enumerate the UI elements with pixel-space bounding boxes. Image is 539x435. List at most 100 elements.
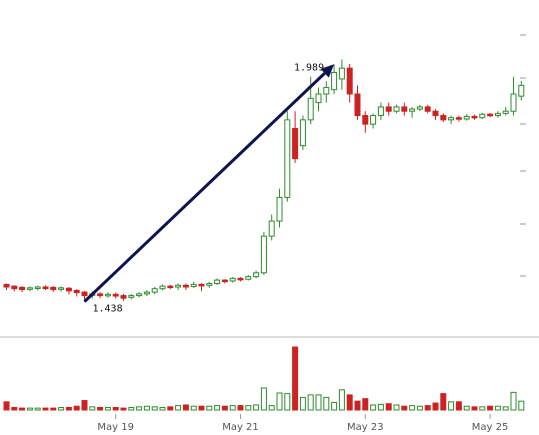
volume-bar	[284, 393, 291, 411]
candles-group	[3, 59, 525, 302]
volume-bar	[206, 405, 213, 411]
volume-bar	[112, 406, 119, 411]
candle-body	[370, 115, 377, 125]
candle-body	[73, 289, 80, 294]
candle-body	[315, 93, 322, 104]
volume-bar	[198, 405, 205, 411]
volume-bar	[479, 406, 486, 411]
volume-bar	[151, 406, 158, 411]
volume-bar	[487, 405, 494, 411]
candle-body	[471, 115, 478, 119]
volume-bar	[315, 394, 322, 411]
candle-body	[151, 288, 158, 293]
volume-bar	[385, 403, 392, 411]
candle-body	[260, 235, 267, 274]
candle-body	[136, 293, 143, 297]
volume-bar	[81, 400, 88, 411]
candle-body	[510, 93, 517, 112]
candle-body	[198, 283, 205, 287]
candle-body	[299, 119, 306, 147]
x-tick-label: May 19	[97, 422, 134, 433]
volume-bar	[292, 346, 299, 411]
volume-bar	[11, 406, 18, 411]
volume-bar	[120, 407, 127, 411]
volume-bar	[323, 396, 330, 411]
annotation-group: 1.989 1.438	[83, 62, 335, 315]
candle-body	[128, 295, 135, 298]
volume-bars-group	[3, 346, 525, 411]
candle-body	[182, 284, 189, 288]
candle-body	[448, 117, 455, 121]
volume-bar	[448, 401, 455, 411]
candle-body	[97, 293, 104, 297]
candle-body	[502, 110, 509, 114]
volume-bar	[182, 404, 189, 411]
volume-bar	[245, 405, 252, 411]
candle-body	[65, 287, 72, 292]
annotation-high-label: 1.989	[294, 62, 324, 73]
candle-body	[143, 291, 150, 295]
x-tick-label: May 21	[222, 422, 259, 433]
candle-body	[167, 285, 174, 289]
candle-body	[331, 71, 338, 91]
volume-bar	[97, 406, 104, 411]
volume-bar	[518, 400, 525, 411]
candle-body	[385, 106, 392, 112]
candle-body	[221, 279, 228, 283]
arrow-line	[83, 72, 326, 303]
volume-bar	[276, 392, 283, 411]
volume-bar	[34, 407, 41, 411]
candle-body	[120, 295, 127, 299]
candle-body	[268, 220, 275, 237]
candle-body	[276, 196, 283, 222]
volume-bar	[440, 393, 447, 411]
volume-bar	[424, 405, 431, 411]
volume-bar	[65, 406, 72, 411]
candle-body	[104, 293, 111, 297]
volume-bar	[463, 405, 470, 411]
candle-body	[401, 106, 408, 112]
candle-body	[245, 276, 252, 280]
candle-body	[11, 285, 18, 290]
volume-bar	[143, 405, 150, 411]
candle-body	[175, 284, 182, 288]
candle-body	[494, 112, 501, 117]
volume-bar	[136, 406, 143, 411]
candle-body	[518, 84, 525, 97]
volume-bar	[19, 407, 26, 411]
volume-bar	[331, 401, 338, 411]
volume-bar	[73, 405, 80, 411]
volume-bar	[175, 405, 182, 411]
candle-body	[42, 286, 49, 289]
volume-bar	[26, 407, 33, 411]
candle-body	[159, 285, 166, 290]
candle-body	[479, 113, 486, 119]
volume-bar	[260, 387, 267, 411]
volume-bar	[377, 403, 384, 411]
candle-body	[26, 287, 33, 290]
candle-body	[190, 283, 197, 288]
volume-bar	[393, 404, 400, 411]
candle-body	[214, 279, 221, 285]
volume-bar	[502, 406, 509, 411]
candle-body	[377, 106, 384, 117]
x-tick-label: May 25	[472, 422, 509, 433]
candle-body	[229, 277, 236, 282]
candle-body	[58, 287, 65, 290]
volume-bar	[58, 406, 65, 411]
candle-body	[81, 291, 88, 297]
candle-body	[440, 115, 447, 121]
annotation-low-label: 1.438	[93, 304, 123, 315]
candle-body	[487, 113, 494, 117]
candle-body	[292, 127, 299, 160]
candle-body	[206, 283, 213, 286]
volume-bar	[3, 401, 10, 411]
volume-bar	[50, 407, 57, 411]
volume-bar	[190, 405, 197, 411]
volume-bar	[268, 405, 275, 411]
volume-bar	[432, 402, 439, 411]
candle-body	[354, 93, 361, 117]
candle-body	[346, 67, 353, 95]
